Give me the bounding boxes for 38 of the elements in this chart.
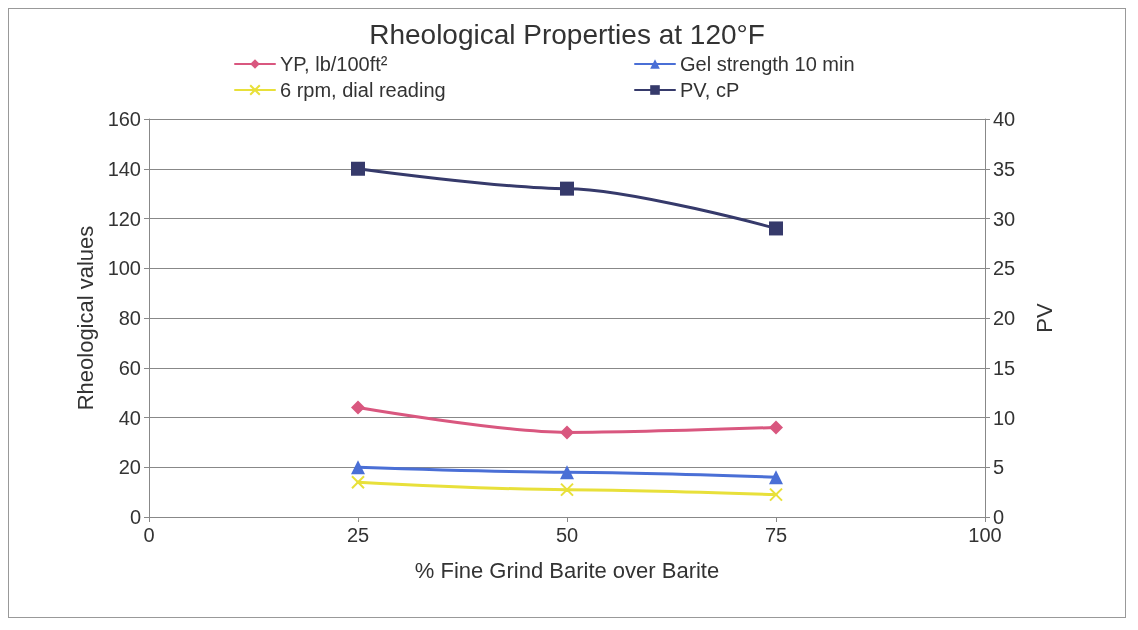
y2-tick-label: 5 <box>993 456 1005 479</box>
point <box>560 181 574 196</box>
x-tick-label: 75 <box>764 524 788 546</box>
x-axis-title: % Fine Grind Barite over Barite <box>414 557 720 583</box>
point <box>769 420 783 435</box>
y2-tick-label: 35 <box>993 157 1016 180</box>
y-tick-label: 100 <box>107 257 141 280</box>
x-tick-label: 50 <box>555 524 579 546</box>
point <box>769 221 783 236</box>
y-tick-label: 20 <box>118 456 141 479</box>
y-tick-label: 160 <box>107 108 141 130</box>
y-tick-label: 0 <box>129 506 141 528</box>
point <box>351 460 365 475</box>
legend-label: PV, cP <box>680 79 740 101</box>
y2-tick-label: 25 <box>993 257 1016 280</box>
y-tick-label: 40 <box>118 406 141 429</box>
point <box>351 400 365 415</box>
x-tick-label: 25 <box>346 524 370 546</box>
legend-label: 6 rpm, dial reading <box>280 79 446 101</box>
y-axis-title: Rheological values <box>73 225 99 411</box>
y-tick-label: 120 <box>107 207 141 230</box>
x-tick-label: 0 <box>143 524 155 546</box>
point <box>560 425 574 440</box>
y2-tick-label: 30 <box>993 207 1016 230</box>
y2-axis-title: PV <box>1031 303 1057 333</box>
y-tick-label: 140 <box>107 157 141 180</box>
y2-tick-label: 20 <box>993 307 1016 329</box>
chart-title: Rheological Properties at 120°F <box>369 18 765 50</box>
y-tick-label: 60 <box>118 356 141 379</box>
legend-label: YP, lb/100ft² <box>280 53 388 75</box>
y2-tick-label: 10 <box>993 406 1016 429</box>
y2-tick-label: 15 <box>993 356 1016 379</box>
point <box>560 465 574 480</box>
y-tick-label: 80 <box>118 307 141 329</box>
y2-tick-label: 40 <box>993 108 1016 130</box>
point <box>351 161 365 176</box>
legend-label: Gel strength 10 min <box>680 53 855 75</box>
point <box>769 470 783 485</box>
